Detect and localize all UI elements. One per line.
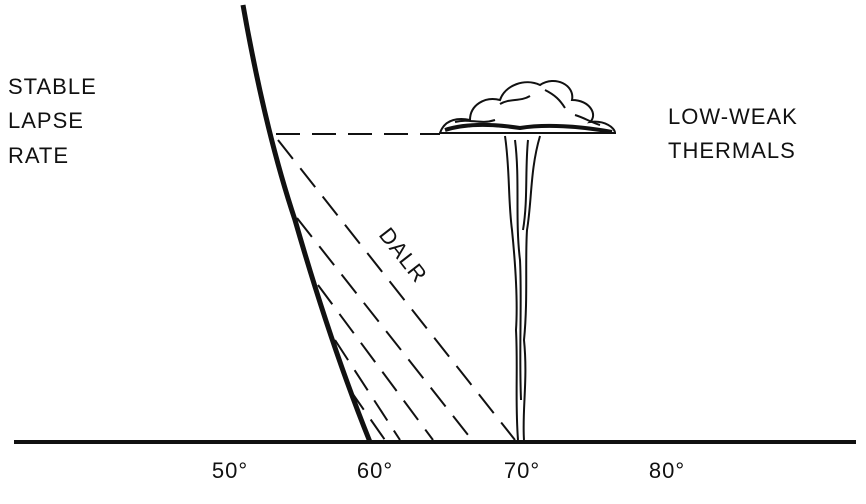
axis-tick-label: 50° [212,458,248,483]
axis-tick-label: 80° [649,458,685,483]
thermal-column [504,135,541,441]
left-label-line: LAPSE [8,108,84,133]
lapse-curve [240,4,373,443]
axis-tick-label: 60° [357,458,393,483]
right-label-line: LOW-WEAK [668,104,798,129]
dalr-lines [277,139,516,441]
cloud [438,80,617,134]
right-label-line: THERMALS [668,138,796,163]
left-label-line: RATE [8,143,69,168]
left-label-line: STABLE [8,74,97,99]
axis-tick-label: 70° [504,458,540,483]
